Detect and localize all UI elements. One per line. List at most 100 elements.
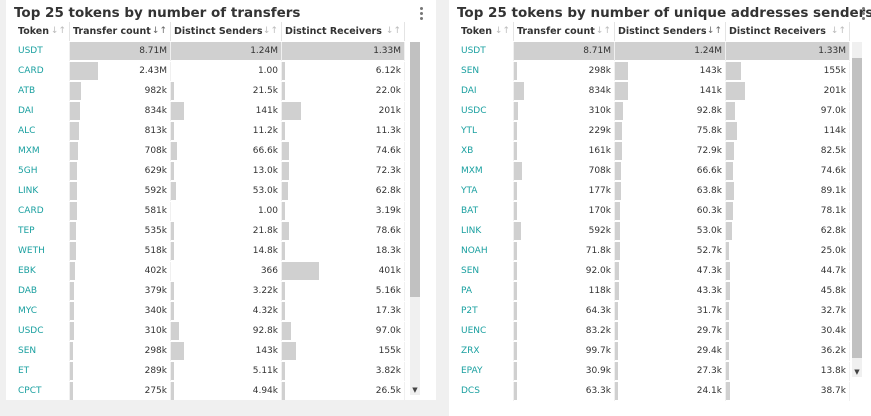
token-link[interactable]: MYC [15, 302, 70, 321]
token-link[interactable]: SEN [458, 262, 514, 281]
token-link[interactable]: BAT [458, 202, 514, 221]
column-header[interactable]: Distinct Receivers ↓↑ [726, 22, 850, 41]
token-link[interactable]: DCS [458, 382, 514, 401]
cell-value: 52.7k [696, 246, 722, 256]
distinct-senders-cell: 53.0k [615, 222, 726, 241]
token-link[interactable]: NOAH [458, 242, 514, 261]
value-bar [282, 62, 285, 80]
value-bar [282, 382, 285, 400]
sort-icon[interactable]: ↓↑ [50, 26, 66, 36]
token-link[interactable]: PA [458, 282, 514, 301]
cell-value: 708k [588, 166, 611, 176]
column-header[interactable]: Distinct Senders ↓↑ [171, 22, 282, 41]
value-bar [726, 82, 745, 100]
value-bar [726, 362, 729, 380]
cell-value: 30.9k [585, 366, 611, 376]
cell-value: 38.7k [820, 386, 846, 396]
value-bar [514, 302, 517, 320]
token-link[interactable]: YTL [458, 122, 514, 141]
token-link[interactable]: USDT [15, 42, 70, 61]
token-link[interactable]: CARD [15, 202, 70, 221]
token-link[interactable]: SEN [15, 342, 70, 361]
column-header[interactable]: Transfer count ↓↑ [70, 22, 171, 41]
token-link[interactable]: LINK [15, 182, 70, 201]
transfer-count-cell: 289k [70, 362, 171, 381]
distinct-senders-cell: 4.32k [171, 302, 282, 321]
distinct-senders-cell: 4.94k [171, 382, 282, 400]
token-link[interactable]: USDT [458, 42, 514, 61]
sort-icon[interactable]: ↓↑ [595, 26, 611, 36]
token-link[interactable]: CARD [15, 62, 70, 81]
token-link[interactable]: ATB [15, 82, 70, 101]
distinct-receivers-cell: 3.82k [282, 362, 405, 381]
sort-icon[interactable]: ↓↑ [706, 26, 722, 36]
token-link[interactable]: USDC [458, 102, 514, 121]
sort-icon[interactable]: ↓↑ [262, 26, 278, 36]
column-header[interactable]: Token ↓↑ [458, 22, 514, 41]
token-link[interactable]: ET [15, 362, 70, 381]
distinct-senders-cell: 366 [171, 262, 282, 281]
value-bar [70, 362, 74, 380]
scrollbar[interactable]: ▼ [852, 42, 862, 377]
distinct-receivers-cell: 13.8k [726, 362, 850, 381]
column-header[interactable]: Distinct Receivers ↓↑ [282, 22, 405, 41]
token-link[interactable]: TEP [15, 222, 70, 241]
value-bar [70, 162, 78, 180]
transfer-count-cell: 8.71M [514, 42, 615, 61]
cell-value: 1.33M [373, 46, 401, 56]
value-bar [726, 242, 729, 260]
token-link[interactable]: EBK [15, 262, 70, 281]
sort-icon[interactable]: ↓↑ [385, 26, 401, 36]
kebab-menu-icon[interactable] [418, 6, 424, 22]
value-bar [70, 102, 80, 120]
token-link[interactable]: MXM [458, 162, 514, 181]
value-bar [514, 242, 517, 260]
cell-value: 24.1k [696, 386, 722, 396]
column-header[interactable]: Transfer count ↓↑ [514, 22, 615, 41]
transfer-count-cell: 64.3k [514, 302, 615, 321]
token-link[interactable]: EPAY [458, 362, 514, 381]
token-link[interactable]: YTA [458, 182, 514, 201]
token-link[interactable]: XB [458, 142, 514, 161]
value-bar [726, 122, 737, 140]
scrollbar[interactable]: ▼ [410, 42, 420, 395]
token-link[interactable]: UENC [458, 322, 514, 341]
transfer-count-cell: 99.7k [514, 342, 615, 361]
value-bar [615, 342, 618, 360]
token-link[interactable]: ALC [15, 122, 70, 141]
token-link[interactable]: CPCT [15, 382, 70, 400]
cell-value: 13.0k [252, 166, 278, 176]
scroll-down-arrow-icon[interactable]: ▼ [412, 386, 418, 394]
token-link[interactable]: USDC [15, 322, 70, 341]
token-link[interactable]: P2T [458, 302, 514, 321]
token-link[interactable]: WETH [15, 242, 70, 261]
token-link[interactable]: DAB [15, 282, 70, 301]
token-link[interactable]: DAI [458, 82, 514, 101]
token-link[interactable]: MXM [15, 142, 70, 161]
cell-value: 310k [588, 106, 611, 116]
transfer-count-cell: 834k [70, 102, 171, 121]
scroll-down-arrow-icon[interactable]: ▼ [854, 368, 860, 376]
cell-value: 13.8k [820, 366, 846, 376]
column-header[interactable]: Distinct Senders ↓↑ [615, 22, 726, 41]
transfer-count-cell: 535k [70, 222, 171, 241]
column-header[interactable]: Token ↓↑ [15, 22, 70, 41]
distinct-senders-cell: 31.7k [615, 302, 726, 321]
token-link[interactable]: LINK [458, 222, 514, 241]
distinct-senders-cell: 5.11k [171, 362, 282, 381]
value-bar [615, 282, 619, 300]
transfer-count-cell: 71.8k [514, 242, 615, 261]
kebab-menu-icon[interactable] [860, 6, 866, 22]
token-link[interactable]: 5GH [15, 162, 70, 181]
scrollbar-thumb[interactable] [410, 42, 420, 297]
token-link[interactable]: SEN [458, 62, 514, 81]
token-link[interactable]: ZRX [458, 342, 514, 361]
cell-value: 581k [144, 206, 167, 216]
sort-icon[interactable]: ↓↑ [830, 26, 846, 36]
sort-icon[interactable]: ↓↑ [151, 26, 167, 36]
token-link[interactable]: DAI [15, 102, 70, 121]
value-bar [70, 142, 79, 160]
sort-icon[interactable]: ↓↑ [494, 26, 510, 36]
cell-value: 72.9k [696, 146, 722, 156]
scrollbar-thumb[interactable] [852, 58, 862, 358]
